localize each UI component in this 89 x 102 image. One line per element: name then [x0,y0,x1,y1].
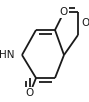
Text: O: O [26,88,34,98]
Text: O: O [81,18,89,28]
Text: O: O [60,7,68,17]
Text: HN: HN [0,50,14,60]
